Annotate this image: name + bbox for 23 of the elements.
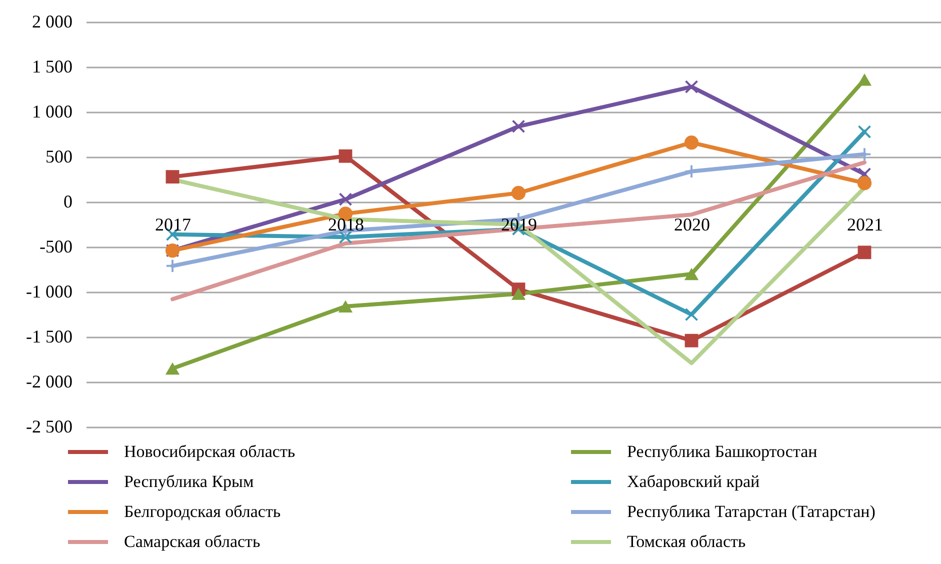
y-tick-label: 1 500 xyxy=(32,56,72,76)
x-tick-label: 2021 xyxy=(847,214,883,234)
y-tick-label: 500 xyxy=(46,146,72,166)
x-tick-label: 2019 xyxy=(501,214,537,234)
x-tick-label: 2020 xyxy=(674,214,710,234)
y-tick-label: 1 000 xyxy=(32,102,72,122)
y-tick-label: 2 000 xyxy=(32,12,72,32)
legend-label: Белгородская область xyxy=(124,502,281,521)
y-tick-label: -1 000 xyxy=(26,282,72,302)
y-tick-label: -500 xyxy=(40,236,72,256)
y-tick-label: -1 500 xyxy=(26,326,72,346)
y-tick-label: -2 000 xyxy=(26,372,72,392)
x-tick-label: 2017 xyxy=(155,214,191,234)
x-tick-label: 2018 xyxy=(328,214,364,234)
legend-label: Самарская область xyxy=(124,532,260,551)
legend-label: Республика Башкортостан xyxy=(627,442,818,461)
legend-label: Республика Крым xyxy=(124,472,254,491)
legend-label: Новосибирская область xyxy=(124,442,296,461)
legend-label: Хабаровский край xyxy=(627,472,760,491)
y-tick-label: -2 500 xyxy=(26,416,72,436)
legend-label: Томская область xyxy=(627,532,746,551)
y-tick-label: 0 xyxy=(64,192,72,212)
legend-label: Республика Татарстан (Татарстан) xyxy=(627,502,876,521)
